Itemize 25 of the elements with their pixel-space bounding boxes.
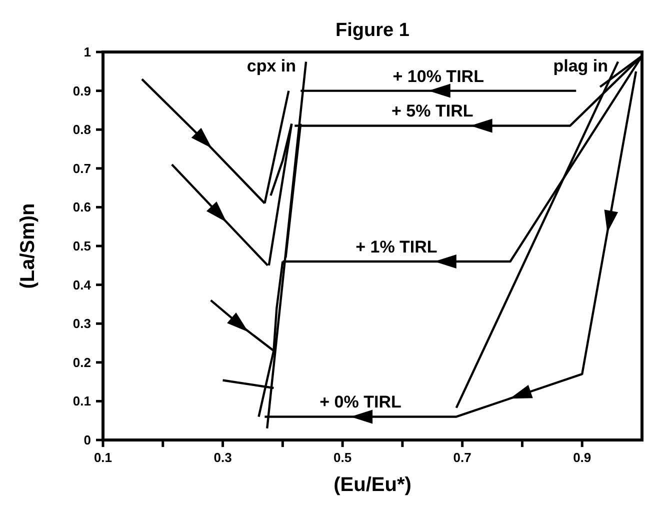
x-tick-label: 0.3 (214, 450, 232, 465)
y-tick-label: 0 (84, 432, 91, 448)
y-tick-label: 0.4 (72, 277, 92, 292)
series-label: + 1% TIRL (356, 238, 438, 257)
y-axis-title: (La/Sm)n (17, 203, 39, 289)
y-tick-label: 0.2 (72, 354, 91, 370)
series-label: plag in (553, 56, 608, 76)
y-tick-label: 0.1 (72, 394, 91, 409)
y-tick-label: 0.8 (72, 122, 91, 138)
series-label: + 10% TIRL (392, 66, 484, 86)
x-axis-title: (Eu/Eu*) (334, 474, 412, 496)
x-tick-label: 0.5 (334, 450, 352, 465)
y-tick-label: 0.5 (72, 238, 91, 254)
series-label: cpx in (246, 56, 296, 76)
y-tick-label: 0.6 (72, 200, 91, 215)
x-tick-label: 0.1 (94, 450, 112, 465)
y-tick-label: 0.7 (72, 160, 91, 176)
series-label: + 0% TIRL (320, 392, 402, 412)
y-tick-label: 0.9 (72, 83, 91, 98)
series-label: + 5% TIRL (392, 102, 474, 121)
y-tick-label: 0.3 (72, 316, 91, 332)
y-tick-label: 1 (84, 44, 91, 60)
x-tick-label: 0.7 (453, 450, 472, 465)
x-tick-label: 0.9 (573, 450, 592, 465)
chart-title: Figure 1 (336, 20, 410, 41)
